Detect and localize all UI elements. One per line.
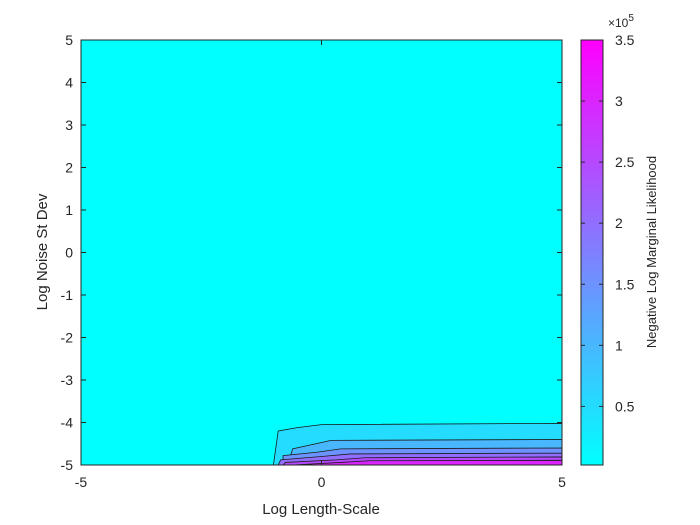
- colorbar-power: 5: [628, 13, 634, 24]
- y-tick-label: 0: [65, 245, 73, 261]
- y-axis-ticks: 5 4 3 2 1 0 -1 -2 -3 -4 -5: [61, 32, 562, 473]
- y-tick-label: -5: [61, 457, 74, 473]
- y-tick-label: 5: [65, 32, 73, 48]
- colorbar-gradient: [580, 39, 604, 466]
- y-tick-label: -2: [61, 330, 74, 346]
- plot-area: -5 0 5 5 4 3 2 1 0 -1 -2 -3 -4 -5 Log Length-Scale L…: [34, 32, 566, 518]
- colorbar-tick-label: 1: [615, 337, 623, 353]
- colorbar-label: Negative Log Marginal Likelihood: [644, 156, 659, 348]
- colorbar-tick-label: 3: [615, 93, 623, 109]
- colorbar-tick-label: 3.5: [615, 32, 635, 48]
- contour-fills: [272, 422, 562, 465]
- y-tick-label: -4: [61, 415, 74, 431]
- x-axis-ticks: -5 0 5: [75, 40, 566, 490]
- y-tick-label: 1: [65, 202, 73, 218]
- x-tick-label: 5: [558, 474, 566, 490]
- plot-background: [81, 40, 562, 465]
- contour-level-6: [292, 459, 562, 465]
- colorbar-tick-label: 2: [615, 215, 623, 231]
- y-tick-label: 2: [65, 160, 73, 176]
- colorbar-tick-label: 1.5: [615, 276, 635, 292]
- x-axis-label: Log Length-Scale: [262, 501, 380, 518]
- colorbar-tick-label: 0.5: [615, 398, 635, 414]
- colorbar-multiplier: ×10: [608, 16, 629, 30]
- y-axis-label: Log Noise St Dev: [34, 193, 51, 310]
- y-tick-label: -3: [61, 372, 74, 388]
- y-tick-label: 3: [65, 117, 73, 133]
- colorbar-ticks: 3.5 3 2.5 2 1.5 1 0.5: [581, 32, 635, 414]
- colorbar-exponent: ×105: [608, 13, 634, 30]
- y-tick-label: 4: [65, 75, 73, 91]
- colorbar-tick-label: 2.5: [615, 154, 635, 170]
- colorbar: 3.5 3 2.5 2 1.5 1 0.5 ×105 Negative Log Margin…: [580, 13, 659, 466]
- x-tick-label: 0: [318, 474, 326, 490]
- x-tick-label: -5: [75, 474, 88, 490]
- y-tick-label: -1: [61, 287, 74, 303]
